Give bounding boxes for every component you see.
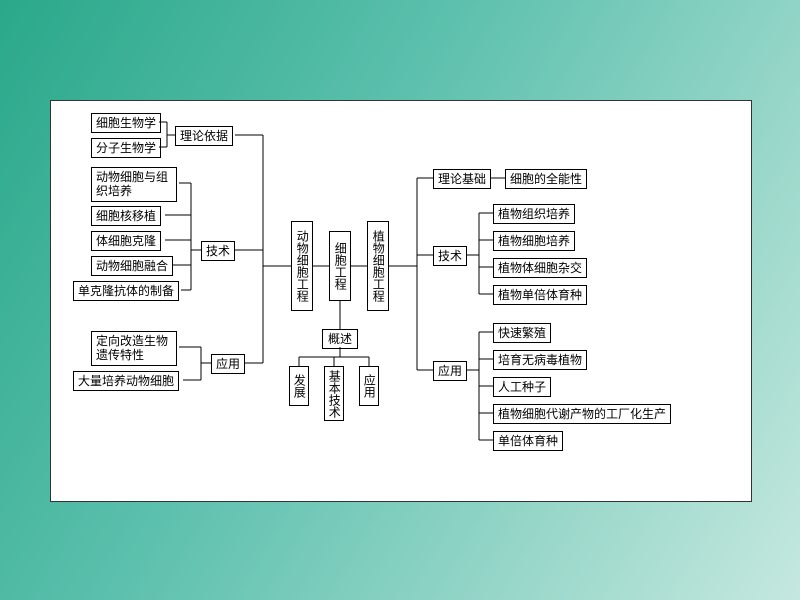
node-left-theory-1: 分子生物学 [91,138,161,158]
node-right-theory-item: 细胞的全能性 [505,169,587,189]
node-left-tech-1: 细胞核移植 [91,206,161,226]
node-left-tech-4: 单克隆抗体的制备 [73,281,179,301]
node-right-app-3: 植物细胞代谢产物的工厂化生产 [493,404,671,424]
node-right-tech: 技术 [433,246,467,266]
node-development: 发展 [289,366,309,406]
node-left-tech-2: 体细胞克隆 [91,231,161,251]
node-left-tech-0: 动物细胞与组织培养 [91,167,177,202]
node-right-app-0: 快速繁殖 [493,323,551,343]
node-plant-cell-eng: 植物细胞工程 [367,221,389,311]
diagram-panel: 细胞工程 动物细胞工程 植物细胞工程 概述 发展 基本技术 应用 理论依据 细胞… [50,100,752,502]
node-left-app-0: 定向改造生物遗传特性 [91,331,177,366]
node-right-theory: 理论基础 [433,169,491,189]
node-left-theory: 理论依据 [175,126,233,146]
node-left-tech: 技术 [201,241,235,261]
node-basic-tech: 基本技术 [324,366,344,421]
node-overview: 概述 [322,329,358,349]
node-left-tech-3: 动物细胞融合 [91,256,173,276]
node-right-app-4: 单倍体育种 [493,431,563,451]
node-right-tech-0: 植物组织培养 [493,204,575,224]
node-animal-cell-eng: 动物细胞工程 [291,221,313,311]
node-left-app-1: 大量培养动物细胞 [73,371,179,391]
node-cell-engineering: 细胞工程 [329,231,351,301]
node-left-theory-0: 细胞生物学 [91,113,161,133]
node-right-tech-2: 植物体细胞杂交 [493,258,587,278]
node-right-app-2: 人工种子 [493,377,551,397]
node-left-app: 应用 [211,354,245,374]
node-right-app-1: 培育无病毒植物 [493,350,587,370]
node-application-c: 应用 [359,366,379,406]
node-right-tech-3: 植物单倍体育种 [493,285,587,305]
node-right-app: 应用 [433,361,467,381]
node-right-tech-1: 植物细胞培养 [493,231,575,251]
